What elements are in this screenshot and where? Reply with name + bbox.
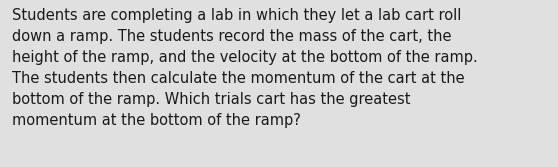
Text: Students are completing a lab in which they let a lab cart roll
down a ramp. The: Students are completing a lab in which t… xyxy=(12,8,478,128)
